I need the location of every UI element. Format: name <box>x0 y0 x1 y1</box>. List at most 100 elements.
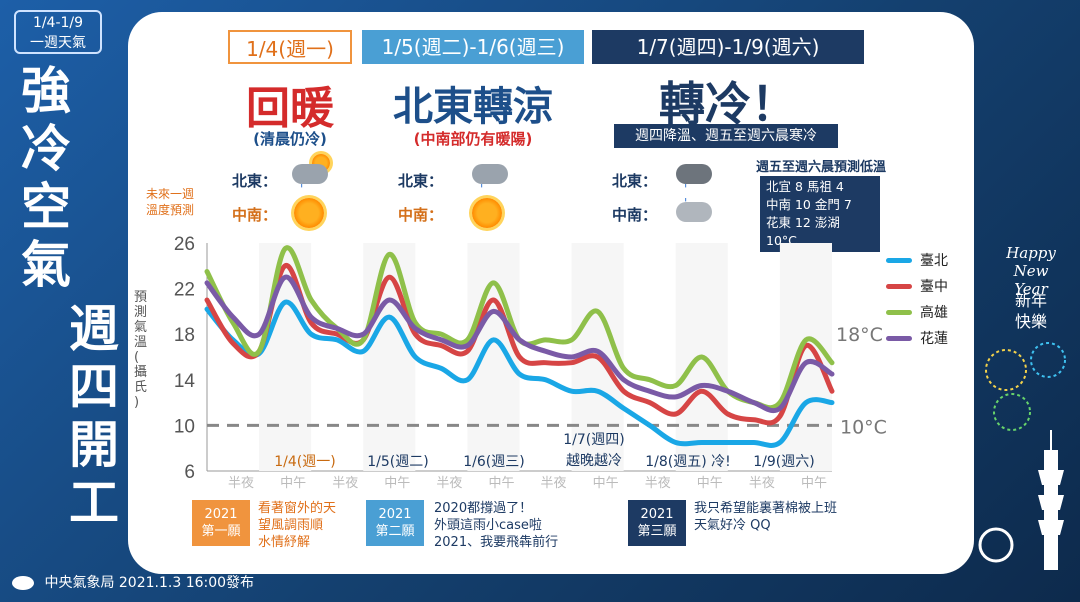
period-header-1: 1/4(週一) <box>228 30 352 64</box>
region-north-1: 北東： <box>232 172 278 190</box>
legend-swatch <box>886 284 912 289</box>
footer: 中央氣象局 2021.1.3 16:00發布 <box>12 572 254 592</box>
x-tick-label: 中午 <box>801 476 827 491</box>
y-tick-label: 26 <box>174 234 195 255</box>
annotation-18c: 18°C <box>836 324 883 346</box>
sun-icon-2 <box>472 198 502 228</box>
x-tick-label: 中午 <box>697 476 723 491</box>
series-line-臺北 <box>204 299 835 448</box>
date-range-text: 1/4-1/9 <box>32 15 84 31</box>
fireworks-taipei101-icon <box>978 342 1066 570</box>
x-tick-label: 中午 <box>384 476 410 491</box>
wish-line: 望風調雨順 <box>258 518 324 533</box>
future-temp-line-2: 溫度預測 <box>146 203 195 217</box>
headline-cold-air: 強冷空氣 <box>21 62 71 294</box>
x-tick-label: 半夜 <box>645 476 671 491</box>
legend-swatch <box>886 258 912 263</box>
wish-tag-line: 第二願 <box>375 524 415 539</box>
happy-new-year: Happy New Year <box>996 244 1066 298</box>
period-title-2: 北東轉涼 <box>393 84 553 130</box>
wish-line: 水情紓解 <box>258 535 311 550</box>
x-tick-label: 半夜 <box>228 476 254 491</box>
shade-band <box>779 243 832 471</box>
future-temp-label: 未來一週 溫度預測 <box>146 186 194 218</box>
wish-tag-line: 2021 <box>378 507 412 522</box>
period-note-2: (中南部仍有暖陽) <box>413 130 533 148</box>
wish-line: 2021、我要飛犇前行 <box>434 535 559 550</box>
x-tick-label: 中午 <box>488 476 514 491</box>
period-note-3: 週四降溫、週五至週六晨寒冷 <box>614 124 838 148</box>
wish-tag: 2021 第三願 <box>628 500 686 546</box>
day-label: 1/5(週二) <box>367 454 428 470</box>
legend-label: 臺北 <box>920 253 948 269</box>
legend-swatch <box>886 336 912 341</box>
day-label: 1/6(週三) <box>463 454 524 470</box>
region-north-2: 北東： <box>398 172 444 190</box>
wish-line: 外頭這雨小case啦 <box>434 518 542 533</box>
y-tick-label: 18 <box>174 325 195 346</box>
wish-tag-line: 第三願 <box>637 524 677 539</box>
day-label: 1/9(週六) <box>753 454 814 470</box>
day-label: 1/8(週五) 冷! <box>645 454 731 470</box>
new-year-text: New Year <box>1013 262 1049 298</box>
wish-tag-line: 2021 <box>204 507 238 522</box>
region-south-1: 中南： <box>232 206 278 224</box>
day-label: 越晚越冷 <box>566 453 622 469</box>
period-title-3: 轉冷！ <box>659 77 797 131</box>
happy-text: Happy <box>1006 244 1056 262</box>
week-weather-text: 一週天氣 <box>30 35 86 51</box>
wish-line: 2020都撐過了！ <box>434 501 533 516</box>
series-line-花蓮 <box>204 274 835 414</box>
legend-label: 花蓮 <box>920 331 948 347</box>
sun-icon <box>294 198 324 228</box>
date-range-tag: 1/4-1/9 一週天氣 <box>14 10 102 54</box>
wish-tag-line: 第一願 <box>201 524 241 539</box>
period-note-1: (清晨仍冷) <box>253 130 327 148</box>
future-temp-line-1: 未來一週 <box>146 187 195 201</box>
day-label: 1/4(週一) <box>274 454 335 470</box>
y-tick-label: 14 <box>174 371 196 392</box>
lowtemp-row: 北宜 8 馬祖 4 <box>766 179 844 194</box>
series-line-臺中 <box>204 263 835 426</box>
new-year-line-1: 新年 <box>1014 291 1047 310</box>
y-tick-label: 6 <box>184 462 195 483</box>
x-tick-label: 中午 <box>593 476 619 491</box>
legend-swatch <box>886 310 912 315</box>
wish-text: 2020都撐過了！ 外頭這雨小case啦 2021、我要飛犇前行 <box>434 500 558 551</box>
new-year-chinese: 新年 快樂 <box>996 290 1066 332</box>
region-south-3: 中南： <box>612 206 658 224</box>
x-tick-label: 半夜 <box>541 476 567 491</box>
x-tick-label: 半夜 <box>332 476 358 491</box>
wish-line: 我只希望能裏著棉被上班 <box>694 501 838 516</box>
legend-label: 高雄 <box>920 305 948 321</box>
x-tick-label: 中午 <box>280 476 306 491</box>
wish-tag-line: 2021 <box>640 507 674 522</box>
annotation-10c: 10°C <box>840 416 887 438</box>
new-year-line-2: 快樂 <box>1014 312 1047 331</box>
wish-line: 天氣好冷 QQ <box>694 518 771 533</box>
wish-tag: 2021 第一願 <box>192 500 250 546</box>
y-tick-label: 22 <box>174 280 195 301</box>
axis-ylabel: 預測氣溫(攝氏) <box>134 290 148 410</box>
legend-label: 臺中 <box>920 279 948 295</box>
wish-line: 看著窗外的天 <box>258 501 337 516</box>
y-tick-label: 10 <box>174 416 195 437</box>
shade-band <box>363 243 416 471</box>
shade-band <box>467 243 520 471</box>
lowtemp-row: 中南 10 金門 7 <box>766 197 852 212</box>
period-title-1: 回暖 <box>246 83 334 134</box>
period-header-3: 1/7(週四)-1/9(週六) <box>592 30 864 64</box>
footer-text: 中央氣象局 2021.1.3 16:00發布 <box>44 575 255 591</box>
x-tick-label: 半夜 <box>436 476 462 491</box>
lowtemp-title: 週五至週六晨預測低溫 <box>756 160 887 175</box>
wish-text: 我只希望能裏著棉被上班 天氣好冷 QQ <box>694 500 837 534</box>
x-tick-label: 半夜 <box>749 476 775 491</box>
cwb-logo-icon <box>12 576 34 590</box>
day-label: 1/7(週四) <box>563 432 624 448</box>
wish-tag: 2021 第二願 <box>366 500 424 546</box>
region-south-2: 中南： <box>398 206 444 224</box>
region-north-3: 北東： <box>612 172 658 190</box>
lowtemp-box: 北宜 8 馬祖 4 中南 10 金門 7 花東 12 澎湖 10°C <box>760 176 880 252</box>
wish-text: 看著窗外的天 望風調雨順水情紓解 <box>258 500 336 551</box>
